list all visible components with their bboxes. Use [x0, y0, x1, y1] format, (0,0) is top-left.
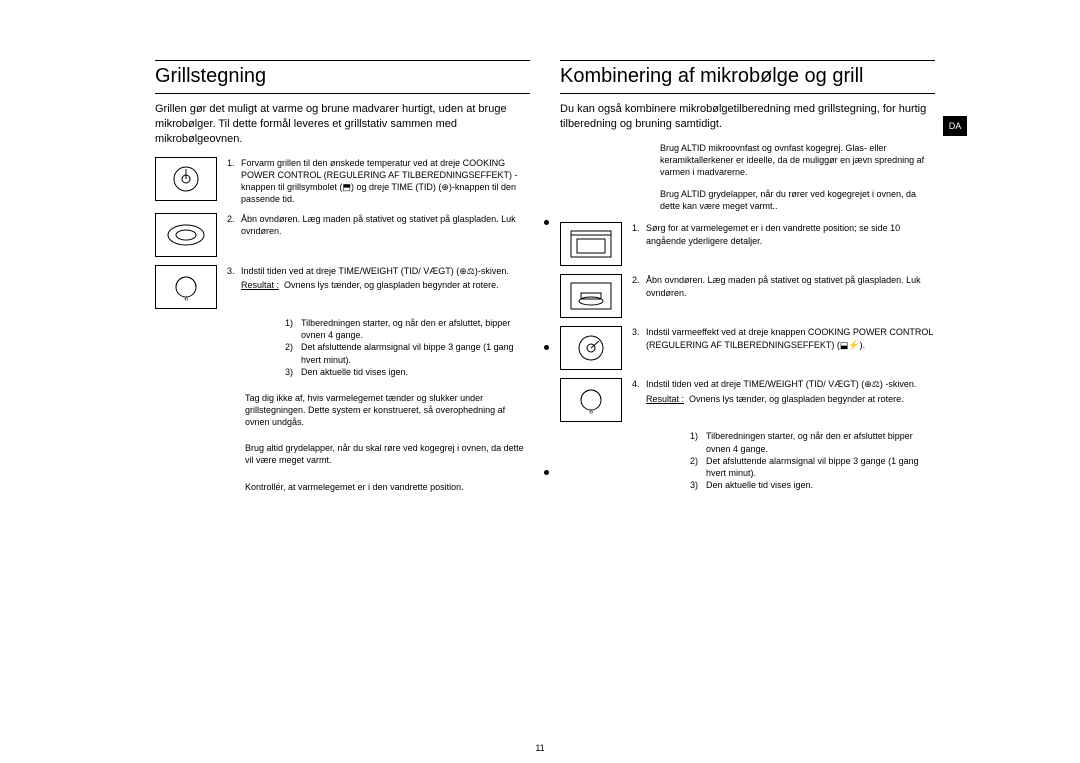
- subnum: 2): [690, 455, 706, 479]
- step-number: 1.: [227, 157, 241, 206]
- left-heading: Grillstegning: [155, 60, 530, 94]
- subtext: Det afsluttende alarmsignal vil bippe 3 …: [706, 455, 935, 479]
- manual-page: Grillstegning Grillen gør det muligt at …: [155, 60, 935, 493]
- svg-text:⟲: ⟲: [184, 297, 189, 303]
- right-step-4: ⟲ 4.Indstil tiden ved at dreje TIME/WEIG…: [560, 378, 935, 422]
- right-step-3: 3.Indstil varmeeffekt ved at dreje knapp…: [560, 326, 935, 370]
- left-column: Grillstegning Grillen gør det muligt at …: [155, 60, 530, 493]
- subnum: 1): [285, 317, 301, 341]
- language-tab: DA: [943, 116, 967, 136]
- subnum: 3): [690, 479, 706, 491]
- left-note-1: Tag dig ikke af, hvis varmelegemet tænde…: [245, 392, 530, 428]
- result-text: Ovnens lys tænder, og glaspladen begynde…: [284, 280, 499, 290]
- right-warn-1: Brug ALTID mikroovnfast og ovnfast kogeg…: [660, 142, 935, 178]
- step-number: 3.: [632, 326, 646, 350]
- subtext: Tilberedningen starter, og når den er af…: [301, 317, 530, 341]
- right-step-2: 2.Åbn ovndøren. Læg maden på stativet og…: [560, 274, 935, 318]
- right-step-1: 1.Sørg for at varmelegemet er i den vand…: [560, 222, 935, 266]
- subtext: Det afsluttende alarmsignal vil bippe 3 …: [301, 341, 530, 365]
- step-text: Sørg for at varmelegemet er i den vandre…: [646, 222, 935, 246]
- step-number: 4.: [632, 378, 646, 390]
- left-intro: Grillen gør det muligt at varme og brune…: [155, 102, 530, 147]
- left-step-2: 2.Åbn ovndøren. Læg maden på stativet og…: [155, 213, 530, 257]
- subtext: Den aktuelle tid vises igen.: [706, 479, 813, 491]
- left-note-3: Kontrollér, at varmelegemet er i den van…: [245, 481, 530, 493]
- oven-front-diagram-icon: [560, 222, 622, 266]
- right-sublist: 1)Tilberedningen starter, og når den er …: [690, 430, 935, 491]
- page-number: 11: [535, 743, 544, 753]
- left-sublist: 1)Tilberedningen starter, og når den er …: [285, 317, 530, 378]
- subnum: 2): [285, 341, 301, 365]
- result-label: Resultat :: [241, 280, 279, 290]
- right-warn-2: Brug ALTID grydelapper, når du rører ved…: [660, 188, 935, 212]
- left-note-2: Brug altid grydelapper, når du skal røre…: [245, 442, 530, 466]
- step-text: Forvarm grillen til den ønskede temperat…: [241, 157, 530, 206]
- svg-text:⟲: ⟲: [589, 410, 594, 416]
- dial-diagram-icon: [155, 157, 217, 201]
- timer-dial-diagram-icon: ⟲: [560, 378, 622, 422]
- step-text: Indstil varmeeffekt ved at dreje knappen…: [646, 326, 935, 350]
- right-intro: Du kan også kombinere mikrobølgetilbered…: [560, 102, 935, 132]
- oven-interior-diagram-icon: [560, 274, 622, 318]
- left-step-1: 1.Forvarm grillen til den ønskede temper…: [155, 157, 530, 206]
- left-step-3: ⟲ 3.Indstil tiden ved at dreje TIME/WEIG…: [155, 265, 530, 309]
- step-text: Indstil tiden ved at dreje TIME/WEIGHT (…: [646, 378, 916, 390]
- step-text: Indstil tiden ved at dreje TIME/WEIGHT (…: [241, 265, 509, 277]
- result-label: Resultat :: [646, 394, 684, 404]
- power-dial-diagram-icon: [560, 326, 622, 370]
- step-text: Åbn ovndøren. Læg maden på stativet og s…: [241, 213, 530, 237]
- step-number: 3.: [227, 265, 241, 277]
- subtext: Tilberedningen starter, og når den er af…: [706, 430, 935, 454]
- result-text: Ovnens lys tænder, og glaspladen begynde…: [689, 394, 904, 404]
- subtext: Den aktuelle tid vises igen.: [301, 366, 408, 378]
- timer-diagram-icon: ⟲: [155, 265, 217, 309]
- step-number: 2.: [227, 213, 241, 237]
- plate-diagram-icon: [155, 213, 217, 257]
- binding-dots-icon: [544, 220, 549, 595]
- step-number: 1.: [632, 222, 646, 246]
- subnum: 3): [285, 366, 301, 378]
- right-heading: Kombinering af mikrobølge og grill: [560, 60, 935, 94]
- right-column: DA Kombinering af mikrobølge og grill Du…: [560, 60, 935, 493]
- subnum: 1): [690, 430, 706, 454]
- step-number: 2.: [632, 274, 646, 298]
- step-text: Åbn ovndøren. Læg maden på stativet og s…: [646, 274, 935, 298]
